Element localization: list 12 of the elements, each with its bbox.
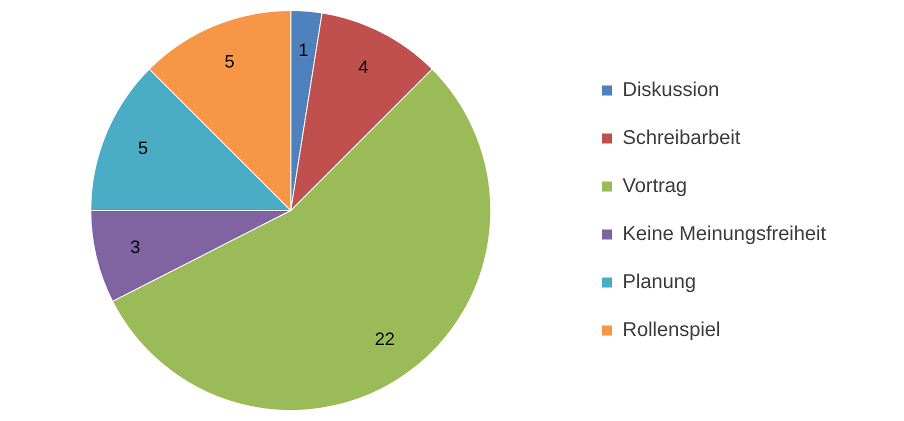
legend-label: Schreibarbeit (622, 127, 741, 150)
legend-label: Diskussion (622, 79, 720, 102)
legend-label: Keine Meinungsfreiheit (622, 223, 826, 246)
data-label: 22 (374, 328, 395, 349)
data-label: 4 (358, 56, 368, 77)
legend-label: Rollenspiel (622, 319, 720, 342)
data-label: 5 (138, 138, 148, 158)
data-label: 1 (298, 40, 308, 60)
data-label: 5 (224, 52, 235, 72)
data-label: 3 (130, 236, 140, 257)
legend-label: Vortrag (622, 175, 688, 198)
legend-label: Planung (622, 271, 696, 294)
